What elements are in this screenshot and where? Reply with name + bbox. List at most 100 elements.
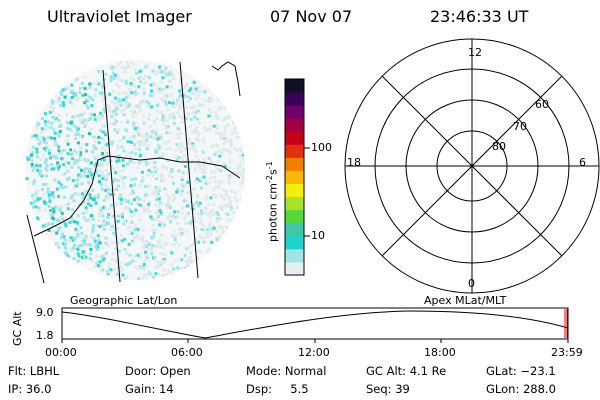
image-pixel (168, 206, 172, 210)
image-pixel (180, 193, 184, 197)
info-glat: GLat: −23.1 (486, 364, 556, 378)
image-pixel (202, 140, 206, 144)
image-pixel (203, 178, 207, 182)
image-pixel (47, 124, 51, 128)
image-pixel (115, 130, 119, 134)
image-pixel (173, 259, 177, 263)
image-pixel (220, 227, 224, 231)
image-pixel (229, 141, 233, 145)
image-pixel (186, 171, 190, 175)
image-pixel (64, 246, 68, 250)
image-pixel (229, 199, 233, 203)
image-pixel (156, 167, 160, 171)
image-pixel (203, 99, 207, 103)
image-pixel (184, 126, 188, 130)
x-tick-1200: 12:00 (298, 346, 330, 359)
image-pixel (60, 186, 64, 190)
image-pixel (55, 187, 59, 191)
image-pixel (218, 235, 221, 239)
image-pixel (241, 171, 245, 175)
image-pixel (84, 234, 88, 238)
image-pixel (181, 228, 185, 232)
image-pixel (220, 106, 224, 110)
image-pixel (174, 234, 178, 238)
image-pixel (162, 99, 166, 103)
image-pixel (229, 138, 233, 142)
image-pixel (70, 215, 74, 219)
image-pixel (45, 163, 49, 167)
image-pixel (228, 160, 232, 164)
image-pixel (131, 115, 135, 119)
image-pixel (159, 111, 163, 115)
image-pixel (40, 174, 44, 178)
image-pixel (107, 109, 111, 113)
colorbar-band (285, 209, 304, 224)
image-pixel (107, 196, 111, 200)
image-pixel (101, 85, 105, 89)
image-pixel (187, 147, 191, 151)
image-pixel (118, 145, 122, 149)
image-pixel (48, 105, 52, 109)
image-pixel (208, 221, 212, 225)
image-pixel (40, 130, 44, 134)
image-pixel (209, 176, 213, 180)
image-pixel (176, 210, 180, 214)
image-pixel (138, 265, 142, 268)
image-pixel (189, 260, 193, 264)
image-pixel (88, 184, 92, 188)
image-pixel (76, 247, 80, 251)
image-pixel (216, 213, 220, 217)
image-pixel (134, 92, 138, 96)
image-pixel (159, 145, 163, 148)
image-pixel (105, 151, 109, 155)
image-pixel (137, 76, 141, 80)
image-pixel (148, 200, 152, 204)
colorbar-band (285, 183, 304, 198)
image-pixel (61, 149, 65, 153)
image-pixel (71, 179, 75, 183)
image-pixel (107, 172, 111, 176)
image-pixel (80, 113, 84, 117)
image-pixel (186, 167, 190, 171)
image-pixel (89, 161, 93, 165)
image-pixel (168, 214, 172, 218)
image-pixel (123, 237, 127, 241)
image-pixel (202, 175, 206, 179)
image-pixel (77, 254, 81, 258)
image-pixel (141, 176, 144, 179)
image-pixel (166, 206, 170, 210)
image-pixel (59, 215, 62, 219)
image-pixel (122, 113, 126, 117)
image-pixel (104, 72, 108, 76)
image-pixel (67, 176, 71, 180)
image-pixel (37, 170, 41, 174)
image-pixel (218, 154, 222, 158)
image-pixel (126, 264, 130, 268)
image-pixel (103, 174, 107, 178)
image-pixel (144, 240, 148, 244)
image-pixel (126, 151, 130, 155)
image-pixel (38, 197, 42, 201)
image-pixel (124, 81, 128, 85)
image-pixel (73, 92, 76, 96)
image-pixel (81, 251, 85, 255)
image-pixel (191, 142, 195, 146)
image-pixel (70, 153, 74, 157)
image-pixel (32, 145, 36, 149)
image-pixel (244, 167, 245, 170)
image-pixel (172, 121, 176, 125)
image-pixel (210, 144, 214, 148)
image-pixel (190, 146, 194, 150)
image-pixel (74, 227, 78, 231)
image-pixel (241, 193, 245, 197)
image-pixel (178, 107, 182, 111)
colorbar-band (285, 92, 304, 106)
image-pixel (35, 161, 39, 165)
image-pixel (83, 242, 87, 246)
image-pixel (113, 233, 117, 237)
image-pixel (123, 175, 127, 179)
image-pixel (198, 164, 202, 168)
image-pixel (87, 243, 91, 247)
image-pixel (89, 168, 93, 172)
image-pixel (154, 203, 158, 207)
